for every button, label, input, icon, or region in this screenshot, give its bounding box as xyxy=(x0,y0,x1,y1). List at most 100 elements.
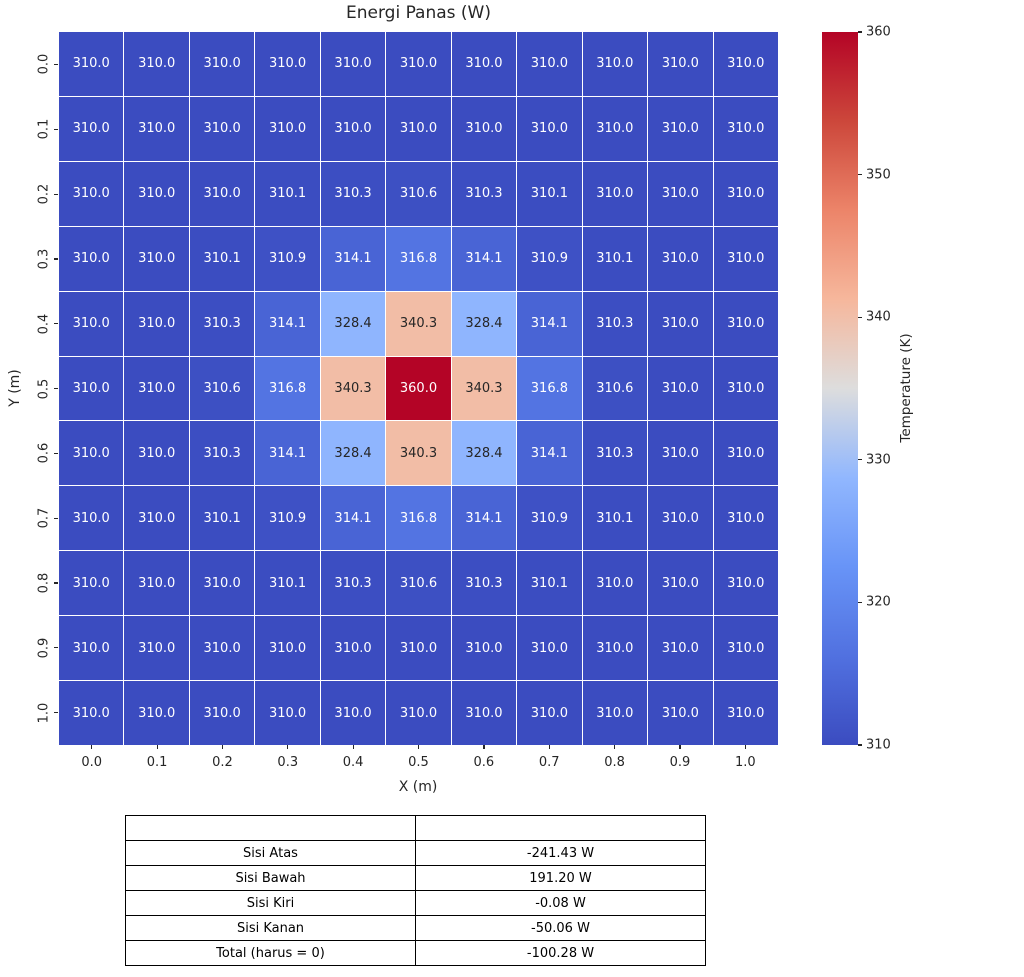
heatmap-cell: 310.0 xyxy=(386,96,451,161)
colorbar-axis-label: Temperature (K) xyxy=(898,333,914,443)
heatmap-cell: 310.1 xyxy=(582,486,648,551)
heatmap-cell: 310.0 xyxy=(517,96,582,161)
summary-table: Sisi Atas -241.43 W Sisi Bawah 191.20 W Sisi… xyxy=(125,815,706,966)
heatmap-cell: 310.0 xyxy=(648,226,713,291)
heatmap-cell: 310.0 xyxy=(648,551,713,616)
cell-value: 310.0 xyxy=(727,510,765,526)
table-cell: -0.08 W xyxy=(415,890,706,916)
heatmap-cell: 310.0 xyxy=(124,356,189,421)
x-tick-mark xyxy=(352,745,354,749)
cell-value: 310.0 xyxy=(203,640,241,656)
x-tick-label: 0.4 xyxy=(342,755,364,770)
cell-value: 310.0 xyxy=(268,705,307,721)
heatmap-cell: 310.0 xyxy=(59,226,124,291)
cell-value: 310.0 xyxy=(727,121,765,137)
heatmap-cell: 310.6 xyxy=(386,551,451,616)
heatmap-cell: 314.1 xyxy=(451,486,517,551)
heatmap-cell: 310.0 xyxy=(59,161,124,226)
heatmap-cell: 310.0 xyxy=(582,96,648,161)
cell-value: 310.0 xyxy=(530,640,568,656)
heatmap-cell: 314.1 xyxy=(255,291,320,356)
x-tick-label: 0.1 xyxy=(146,755,168,770)
heatmap-cell: 310.0 xyxy=(124,486,189,551)
cell-value: 310.0 xyxy=(727,575,765,591)
colorbar-tick-mark xyxy=(858,744,862,746)
table-row: Sisi Kanan -50.06 W xyxy=(125,915,706,941)
cell-value: 310.0 xyxy=(661,186,699,202)
table-row: Sisi Bawah 191.20 W xyxy=(125,865,706,891)
heatmap-cell: 310.0 xyxy=(648,32,713,96)
x-tick-mark xyxy=(679,745,681,749)
y-tick-label: 0.7 xyxy=(36,507,52,529)
heatmap-cell: 314.1 xyxy=(255,421,320,486)
x-tick-mark xyxy=(614,745,616,749)
heatmap-cell: 310.0 xyxy=(124,551,189,616)
table-cell: Sisi Kanan xyxy=(125,915,416,941)
table-cell: -241.43 W xyxy=(415,840,706,866)
heatmap-cell: 310.0 xyxy=(713,681,778,745)
y-tick-label: 0.0 xyxy=(36,54,52,75)
cell-value: 310.0 xyxy=(72,380,110,396)
heatmap-cell: 310.0 xyxy=(713,551,778,616)
heatmap-cell: 310.1 xyxy=(517,551,582,616)
x-tick-mark xyxy=(156,745,158,749)
table-cell xyxy=(415,815,706,841)
heatmap-cell: 310.0 xyxy=(648,161,713,226)
cell-value: 314.1 xyxy=(334,251,372,267)
heatmap-cell: 310.0 xyxy=(713,161,778,226)
cell-value: 340.3 xyxy=(465,380,503,396)
heatmap-cell: 310.0 xyxy=(713,226,778,291)
heatmap-cell: 310.3 xyxy=(582,421,648,486)
heatmap-cell: 310.0 xyxy=(124,681,189,745)
colorbar-tick-label: 310 xyxy=(866,737,891,753)
cell-value: 310.0 xyxy=(530,56,568,72)
x-tick-mark xyxy=(287,745,289,749)
cell-value: 310.0 xyxy=(661,380,699,396)
heatmap-cell: 340.3 xyxy=(320,356,386,421)
colorbar-tick-label: 330 xyxy=(866,452,891,468)
cell-value: 310.0 xyxy=(727,56,765,72)
heatmap-cell: 310.1 xyxy=(517,161,582,226)
cell-value: 310.0 xyxy=(268,121,307,137)
table-row: Total (harus = 0) -100.28 W xyxy=(125,940,706,966)
heatmap-cell: 328.4 xyxy=(451,421,517,486)
heatmap-cell: 310.0 xyxy=(124,291,189,356)
table-row xyxy=(125,815,706,841)
heatmap-cell: 310.0 xyxy=(59,291,124,356)
x-axis-label: X (m) xyxy=(398,779,438,795)
heatmap-cell: 310.0 xyxy=(124,96,189,161)
heatmap-cell: 310.9 xyxy=(255,226,320,291)
cell-value: 310.3 xyxy=(465,186,503,202)
heatmap-cell: 310.0 xyxy=(320,96,386,161)
y-tick-mark xyxy=(54,452,58,454)
cell-value: 310.0 xyxy=(596,186,634,202)
cell-value: 316.8 xyxy=(530,380,568,396)
y-tick-label: 0.9 xyxy=(36,637,52,659)
cell-value: 310.0 xyxy=(596,56,634,72)
x-tick-mark xyxy=(418,745,420,749)
heatmap-grid: 310.0 310.0 310.0 310.0 310.0 310.0 310.0 310.0… xyxy=(59,32,778,745)
cell-value: 310.0 xyxy=(399,640,438,656)
heatmap-cell: 310.0 xyxy=(648,616,713,681)
y-tick-mark xyxy=(54,63,58,66)
x-tick-label: 0.7 xyxy=(538,755,560,770)
heatmap-cell: 310.0 xyxy=(255,616,320,681)
cell-value: 310.0 xyxy=(138,316,176,332)
cell-value: 310.0 xyxy=(530,705,568,721)
heatmap-cell: 340.3 xyxy=(386,421,451,486)
y-tick-mark xyxy=(54,388,58,390)
cell-value: 314.1 xyxy=(465,251,503,267)
heatmap-cell: 310.0 xyxy=(582,616,648,681)
colorbar-tick-mark xyxy=(858,601,862,603)
cell-value: 310.0 xyxy=(661,445,699,461)
chart-title: Energi Panas (W) xyxy=(345,3,491,23)
heatmap-cell: 310.0 xyxy=(451,32,517,96)
x-tick-label: 0.3 xyxy=(277,755,299,770)
cell-value: 310.6 xyxy=(399,186,438,202)
x-tick-label: 0.9 xyxy=(669,755,691,770)
heatmap-cell: 310.0 xyxy=(255,32,320,96)
heatmap-cell: 310.3 xyxy=(451,161,517,226)
table-cell xyxy=(125,815,416,841)
heatmap-cell: 310.0 xyxy=(59,356,124,421)
cell-value: 310.0 xyxy=(661,121,699,137)
